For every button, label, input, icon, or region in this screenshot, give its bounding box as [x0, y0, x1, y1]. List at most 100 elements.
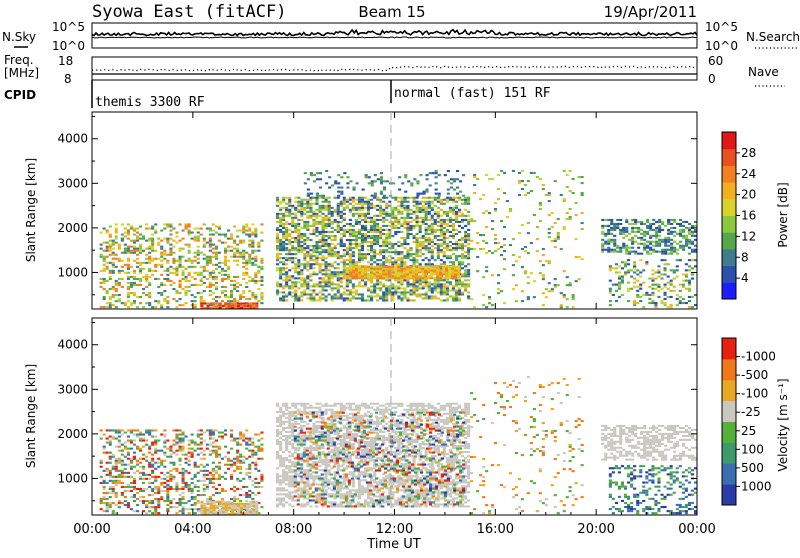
data-cell	[166, 456, 169, 458]
data-cell	[419, 229, 422, 231]
data-cell	[438, 195, 441, 197]
data-cell	[257, 450, 260, 452]
data-cell	[328, 205, 331, 207]
data-cell	[337, 279, 340, 281]
data-cell	[303, 257, 306, 259]
data-cell	[394, 217, 397, 219]
data-cell	[328, 187, 331, 189]
data-cell	[458, 225, 461, 227]
data-cell	[385, 275, 388, 277]
data-cell	[191, 504, 194, 506]
data-cell	[633, 304, 636, 306]
data-cell	[542, 264, 545, 266]
data-cell	[236, 498, 239, 500]
data-cell	[688, 243, 691, 245]
data-cell	[652, 245, 655, 247]
data-cell	[260, 450, 263, 452]
data-cell	[124, 432, 127, 434]
data-cell	[391, 283, 394, 285]
data-cell	[676, 304, 679, 306]
data-cell	[458, 209, 461, 211]
data-cell	[413, 197, 416, 199]
data-cell	[172, 498, 175, 500]
data-cell	[203, 240, 206, 242]
data-cell	[151, 260, 154, 262]
data-cell	[191, 232, 194, 234]
data-cell	[625, 253, 628, 255]
data-cell	[419, 249, 422, 251]
data-cell	[179, 258, 182, 260]
data-cell	[252, 303, 255, 305]
data-cell	[548, 236, 551, 238]
colorbar-swatch	[722, 266, 736, 283]
data-cell	[658, 227, 661, 229]
data-cell	[458, 261, 461, 263]
data-cell	[133, 488, 136, 490]
data-cell	[325, 245, 328, 247]
data-cell	[182, 472, 185, 474]
data-cell	[461, 263, 464, 265]
data-cell	[607, 249, 610, 251]
data-cell	[142, 466, 145, 468]
data-cell	[613, 251, 616, 253]
data-cell	[343, 293, 346, 295]
data-cell	[234, 305, 237, 307]
data-cell	[306, 297, 309, 299]
data-cell	[315, 261, 318, 263]
data-cell	[376, 270, 379, 272]
data-cell	[203, 270, 206, 272]
data-cell	[642, 269, 645, 271]
data-cell	[636, 302, 639, 304]
data-cell	[627, 300, 630, 302]
data-cell	[436, 277, 439, 279]
data-cell	[215, 264, 218, 266]
data-cell	[428, 233, 431, 235]
data-cell	[607, 229, 610, 231]
data-cell	[637, 253, 640, 255]
data-cell	[352, 268, 355, 270]
data-cell	[380, 178, 383, 180]
data-cell	[406, 235, 409, 237]
data-cell	[115, 460, 118, 462]
data-cell	[385, 259, 388, 261]
data-cell	[166, 296, 169, 298]
data-cell	[340, 257, 343, 259]
data-cell	[376, 243, 379, 245]
data-cell	[461, 267, 464, 269]
data-cell	[242, 434, 245, 436]
data-cell	[361, 245, 364, 247]
data-cell	[422, 279, 425, 281]
data-cell	[434, 287, 437, 289]
data-cell	[312, 197, 315, 199]
data-cell	[197, 490, 200, 492]
data-cell	[440, 289, 443, 291]
data-cell	[236, 456, 239, 458]
data-cell	[461, 255, 464, 257]
data-cell	[218, 478, 221, 480]
data-cell	[422, 217, 425, 219]
data-cell	[109, 462, 112, 464]
data-cell	[179, 438, 182, 440]
data-cell	[315, 203, 318, 205]
data-cell	[231, 305, 234, 307]
data-cell	[443, 255, 446, 257]
data-cell	[416, 259, 419, 261]
colorbar-swatch	[722, 132, 736, 149]
data-cell	[373, 253, 376, 255]
data-cell	[254, 282, 257, 284]
data-cell	[337, 187, 340, 189]
data-cell	[254, 258, 257, 260]
data-cell	[379, 266, 382, 268]
data-cell	[121, 252, 124, 254]
data-cell	[300, 233, 303, 235]
colorbar-tick-label: 28	[741, 146, 756, 160]
data-cell	[236, 290, 239, 292]
data-cell	[312, 259, 315, 261]
data-cell	[491, 178, 494, 180]
data-cell	[118, 270, 121, 272]
data-cell	[364, 201, 367, 203]
data-cell	[197, 454, 200, 456]
data-cell	[136, 448, 139, 450]
data-cell	[306, 229, 309, 231]
data-cell	[416, 249, 419, 251]
